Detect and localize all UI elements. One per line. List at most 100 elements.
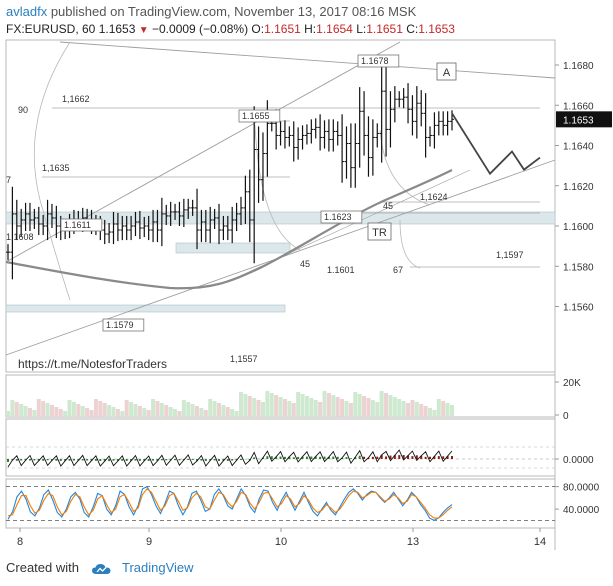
volume-bar <box>406 403 411 417</box>
price-label: 1,1635 <box>42 163 70 173</box>
footer: Created with TradingView <box>6 560 194 576</box>
volume-bar <box>32 410 37 417</box>
price-bar <box>291 121 296 162</box>
price-label-box <box>60 218 103 232</box>
price-bar <box>36 206 41 236</box>
price-label: 1.1608 <box>6 232 34 242</box>
volume-bar <box>331 395 336 417</box>
price-bar <box>384 63 389 157</box>
price-bar <box>181 198 186 228</box>
volume-bar <box>269 393 274 417</box>
arc-lower <box>399 219 421 269</box>
volume-bar <box>441 401 446 417</box>
price-bar <box>203 209 208 243</box>
volume-bar <box>304 396 309 417</box>
price-bar <box>397 91 402 108</box>
price-bar <box>151 209 156 243</box>
volume-bar <box>190 404 195 417</box>
price-bar <box>436 111 441 136</box>
volume-bar <box>164 405 169 417</box>
price-bar <box>10 186 15 280</box>
volume-bar <box>115 409 120 417</box>
price-label-box <box>102 318 145 332</box>
volume-bar <box>159 403 164 417</box>
volume-bar <box>410 400 415 417</box>
price-bar <box>23 202 28 232</box>
symbol-info: FX:EURUSD, 60 1.1653 ▼ −0.0009 (−0.08%) … <box>6 22 455 36</box>
price-bar <box>432 112 437 149</box>
volume-bar <box>291 403 296 417</box>
price-bar <box>129 215 134 241</box>
price-bar <box>6 244 10 261</box>
volume-bar <box>124 400 129 417</box>
volume-bar <box>133 404 138 417</box>
volume-bar <box>27 408 32 417</box>
volume-bar <box>260 402 265 417</box>
volume-bar <box>120 411 125 417</box>
price-bar <box>445 111 450 136</box>
volume-bar <box>247 396 252 417</box>
volume-bar <box>238 392 243 417</box>
volume-bar <box>287 401 292 417</box>
macd-tick-label: 0.0000 <box>563 455 594 466</box>
volume-bar <box>41 401 46 417</box>
volume-bar <box>300 394 305 417</box>
tr-marker-label: TR <box>372 227 387 239</box>
price-bar <box>111 211 116 245</box>
down-arrow-icon: ▼ <box>138 25 149 36</box>
price-bar <box>326 119 331 152</box>
created-with-text: Created with <box>6 560 79 575</box>
tradingview-link[interactable]: TradingView <box>122 560 194 575</box>
price-bar <box>230 206 235 244</box>
author-link[interactable]: avladfx <box>6 4 48 19</box>
price-bar <box>120 215 125 241</box>
price-bar <box>379 61 384 163</box>
price-bar <box>366 116 371 177</box>
price-change: −0.0009 (−0.08%) <box>152 22 249 36</box>
volume-bar <box>98 401 103 417</box>
volume-bar <box>6 411 10 417</box>
price-bar <box>49 203 54 229</box>
volume-bar <box>375 402 380 417</box>
volume-tick-label: 0 <box>563 411 569 422</box>
price-bar <box>159 197 164 247</box>
volume-bar <box>348 403 353 417</box>
volume-bar <box>58 409 63 417</box>
volume-bar <box>401 401 406 417</box>
price-label: 1.1678 <box>361 56 389 66</box>
price-label-box <box>320 210 363 224</box>
volume-bar <box>282 399 287 417</box>
price-bar <box>322 120 327 149</box>
price-tick-label: 1.1600 <box>563 222 594 233</box>
volume-bar <box>326 393 331 417</box>
projection-path <box>451 112 541 176</box>
price-bar <box>278 121 283 146</box>
support-zone <box>5 211 556 225</box>
volume-bar <box>14 402 19 417</box>
price-bar <box>410 95 415 136</box>
price-bar <box>137 210 142 240</box>
volume-bar <box>173 409 178 417</box>
price-tick-label: 1.1560 <box>563 303 594 314</box>
price-bar <box>406 83 411 124</box>
volume-bar <box>151 399 156 417</box>
volume-bar <box>357 394 362 417</box>
price-tick-label: 1.1620 <box>563 182 594 193</box>
high-value: 1.1654 <box>316 22 353 36</box>
volume-bar <box>388 395 393 417</box>
price-bar <box>14 199 19 241</box>
angle-label: 45 <box>300 259 310 269</box>
volume-bar <box>85 408 90 417</box>
price-bar <box>115 212 120 242</box>
price-bar <box>309 119 314 144</box>
volume-bar <box>10 400 15 417</box>
low-label: L: <box>356 22 367 36</box>
price-label-box <box>357 54 400 68</box>
volume-bar <box>129 402 134 417</box>
volume-bar <box>397 399 402 417</box>
stoch-tick-label: 80.0000 <box>563 483 600 494</box>
wave-marker-label: A <box>443 67 451 79</box>
volume-bar <box>445 403 450 417</box>
publish-info: avladfx published on TradingView.com, No… <box>6 4 416 19</box>
